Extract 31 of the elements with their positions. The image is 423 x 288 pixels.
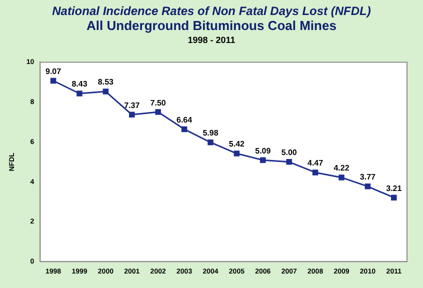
data-label: 3.77 [360, 172, 376, 182]
data-label: 9.07 [46, 66, 62, 76]
point [364, 184, 371, 190]
point [102, 88, 109, 94]
chart-subtitle: All Underground Bituminous Coal Mines [86, 18, 338, 33]
chart-title: National Incidence Rates of Non Fatal Days Lost (NFDL) [51, 3, 372, 18]
data-label: 7.50 [150, 98, 166, 108]
data-label: 5.00 [281, 148, 298, 158]
data-label: 4.47 [308, 158, 324, 168]
data-label: 4.22 [334, 164, 350, 173]
point [76, 90, 82, 96]
point [129, 112, 135, 118]
point [181, 126, 188, 132]
point [208, 139, 214, 146]
point [312, 170, 318, 176]
data-label: 5.98 [202, 128, 219, 138]
point [260, 157, 266, 163]
point [391, 194, 397, 200]
point [155, 109, 161, 115]
data-label: 3.21 [386, 184, 402, 193]
point [338, 174, 344, 180]
data-label: 8.53 [98, 78, 114, 87]
data-label: 6.64 [176, 115, 193, 124]
data-label: 7.37 [124, 100, 140, 110]
data-label: 5.09 [255, 146, 272, 156]
point [50, 78, 56, 84]
point [286, 159, 292, 165]
data-label: 8.43 [72, 80, 88, 89]
text: 1998 - 2011 [186, 35, 236, 45]
point [234, 150, 240, 156]
data-label: 5.42 [228, 140, 246, 149]
